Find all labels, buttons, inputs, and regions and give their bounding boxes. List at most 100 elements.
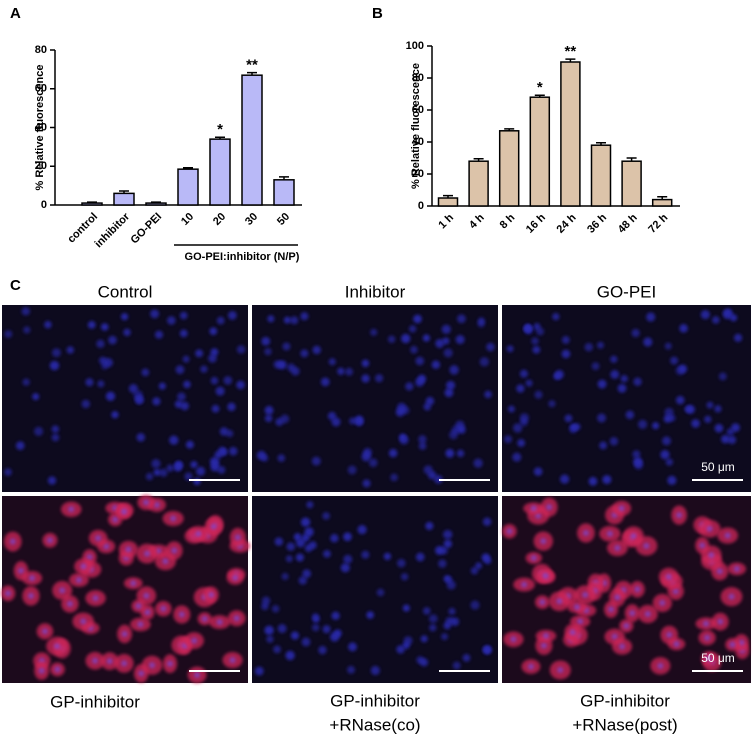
significance: ** <box>565 43 577 60</box>
nucleus <box>569 629 576 636</box>
panel-label: A <box>10 5 21 22</box>
nucleus <box>602 475 612 485</box>
nucleus <box>420 635 428 643</box>
nucleus <box>312 615 320 623</box>
nucleus <box>418 442 427 450</box>
nucleus <box>236 345 246 354</box>
nucleus <box>714 405 722 413</box>
nucleus <box>521 581 528 588</box>
nucleus <box>80 563 87 570</box>
condition-label: +RNase(co) <box>329 715 420 734</box>
nucleus <box>727 435 737 445</box>
nucleus <box>618 505 625 512</box>
nucleus <box>388 448 398 458</box>
nucleus <box>533 467 543 476</box>
nucleus <box>306 501 314 509</box>
nucleus <box>357 525 367 535</box>
nucleus <box>422 334 431 342</box>
nucleus <box>285 555 293 563</box>
nucleus <box>506 345 514 353</box>
nucleus <box>443 348 453 358</box>
nucleus <box>229 657 236 664</box>
nucleus <box>422 607 431 615</box>
nucleus <box>620 375 628 383</box>
nucleus <box>609 436 619 446</box>
nucleus <box>320 377 330 387</box>
significance: * <box>537 79 543 96</box>
nucleus <box>266 635 274 643</box>
nucleus <box>66 346 75 354</box>
significance: * <box>217 121 223 138</box>
nucleus <box>233 615 240 622</box>
bar <box>113 192 135 206</box>
x-tick-label: 36 h <box>585 211 609 235</box>
nucleus <box>484 390 492 399</box>
nucleus <box>686 404 695 414</box>
nucleus <box>716 568 723 575</box>
nucleus <box>34 426 44 436</box>
nucleus <box>302 569 312 578</box>
nucleus <box>400 573 409 581</box>
nucleus <box>428 614 438 624</box>
nucleus <box>531 337 539 345</box>
nucleus <box>174 461 184 471</box>
bar <box>177 168 199 206</box>
nucleus <box>554 369 564 380</box>
nucleus <box>166 464 174 472</box>
nucleus <box>81 399 91 409</box>
micrograph <box>2 305 248 492</box>
nucleus <box>659 599 666 606</box>
nucleus <box>556 598 563 605</box>
nucleus <box>435 545 444 555</box>
nucleus <box>475 562 483 570</box>
nucleus <box>300 349 309 358</box>
nucleus <box>418 435 427 444</box>
nucleus <box>387 335 396 344</box>
nucleus <box>722 310 733 320</box>
nucleus <box>201 615 208 622</box>
nucleus <box>328 358 336 366</box>
y-tick-label: 80 <box>35 44 47 56</box>
error-bar <box>247 71 257 76</box>
x-tick-label: 20 <box>211 211 228 228</box>
nucleus <box>200 365 208 373</box>
nucleus <box>738 639 745 646</box>
nucleus <box>264 347 272 356</box>
nucleus <box>433 475 443 484</box>
nucleus <box>330 534 339 543</box>
error-bar <box>215 136 225 140</box>
nucleus <box>662 436 672 446</box>
nucleus <box>619 643 626 650</box>
nucleus <box>729 314 738 322</box>
nucleus <box>643 337 653 347</box>
nucleus <box>657 662 664 669</box>
nucleus <box>691 419 700 428</box>
nucleus <box>573 423 581 431</box>
nucleus <box>633 377 642 386</box>
nucleus <box>75 576 82 583</box>
nucleus <box>295 553 304 562</box>
bar <box>209 138 231 206</box>
nucleus <box>184 472 193 481</box>
nucleus <box>552 312 560 321</box>
nucleus <box>121 660 128 667</box>
nucleus <box>542 632 549 639</box>
nucleus <box>717 618 724 625</box>
group-label: GO-PEI:inhibitor (N/P) <box>185 251 300 263</box>
nucleus <box>401 406 410 415</box>
nucleus <box>729 641 736 648</box>
nucleus <box>637 419 648 429</box>
nucleus <box>408 325 417 333</box>
nucleus <box>629 610 636 617</box>
nucleus <box>349 417 357 425</box>
condition-label: GP-inhibitor <box>330 691 420 710</box>
nucleus <box>15 441 25 450</box>
nucleus <box>512 423 523 433</box>
nucleus <box>171 547 178 554</box>
nucleus <box>53 643 60 650</box>
nucleus <box>295 538 306 548</box>
nucleus <box>431 360 441 369</box>
bar <box>529 96 551 207</box>
nucleus <box>519 413 529 423</box>
nucleus <box>449 365 459 375</box>
